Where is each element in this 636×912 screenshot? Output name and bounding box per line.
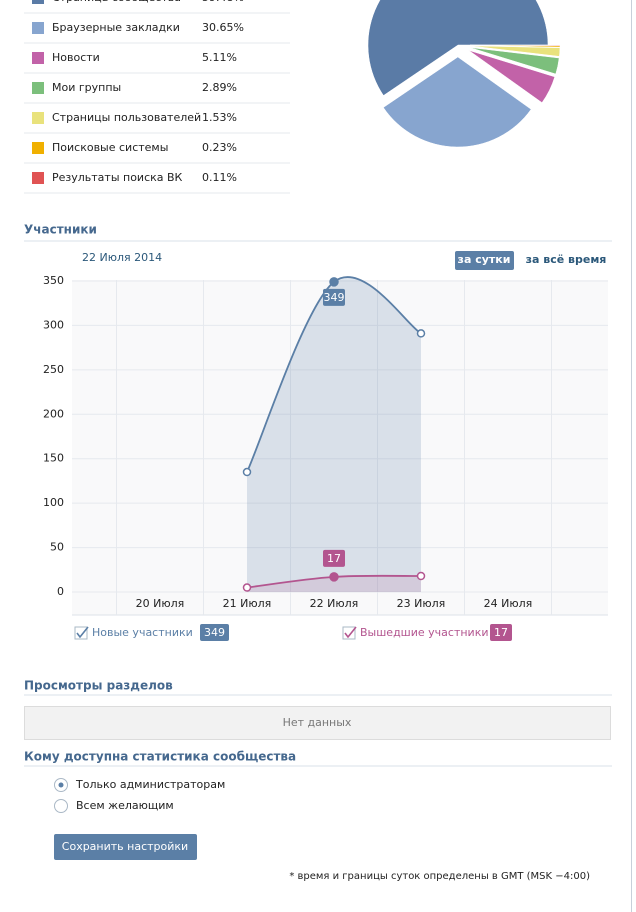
chart-date: 22 Июля 2014 bbox=[82, 251, 162, 264]
legend-value: 2.89% bbox=[202, 81, 237, 94]
data-point bbox=[242, 583, 252, 592]
pie-slice bbox=[468, 50, 556, 103]
legend-total: 349 bbox=[204, 626, 225, 639]
section-title: Кому доступна статистика сообщества bbox=[24, 750, 296, 764]
pie-slice bbox=[367, 0, 549, 96]
legend-swatch bbox=[32, 172, 44, 184]
legend-swatch bbox=[32, 22, 44, 34]
empty-text: Нет данных bbox=[283, 716, 352, 729]
value-label-box bbox=[323, 288, 345, 306]
empty-box bbox=[24, 706, 611, 740]
legend-value: 0.23% bbox=[202, 141, 237, 154]
radio[interactable] bbox=[54, 799, 68, 813]
radio-label[interactable]: Всем желающим bbox=[76, 799, 174, 812]
value-label: 349 bbox=[324, 291, 345, 304]
y-tick-label: 350 bbox=[43, 274, 64, 287]
value-label-box bbox=[323, 549, 345, 567]
legend-total-box bbox=[200, 624, 229, 641]
legend-label: Страницы пользователей bbox=[52, 111, 201, 124]
legend-value: 0.11% bbox=[202, 171, 237, 184]
legend-swatch bbox=[32, 0, 44, 4]
data-point bbox=[329, 277, 339, 287]
y-tick-label: 0 bbox=[57, 585, 64, 598]
legend-label: Поисковые системы bbox=[52, 141, 168, 154]
data-point bbox=[416, 571, 426, 581]
legend-swatch bbox=[32, 82, 44, 94]
legend-label: Браузерные закладки bbox=[52, 21, 180, 34]
plot: 0 50 100 150 200 250 300 350 20 Июля 21 Июля 22 Ию… bbox=[43, 274, 608, 641]
legend-value: 5.11% bbox=[202, 51, 237, 64]
x-tick-label: 24 Июля bbox=[484, 597, 533, 610]
legend-total: 17 bbox=[494, 626, 508, 639]
save-button[interactable] bbox=[54, 834, 197, 860]
pie-slice bbox=[383, 56, 532, 148]
legend-check bbox=[344, 626, 357, 639]
y-tick-label: 150 bbox=[43, 452, 64, 465]
footnote: * время и границы суток определены в GMT… bbox=[289, 871, 590, 882]
data-point bbox=[242, 467, 252, 477]
y-tick-label: 50 bbox=[50, 541, 64, 554]
value-label: 17 bbox=[327, 552, 341, 565]
section-title: Участники bbox=[24, 223, 97, 237]
radio-label[interactable]: Только администраторам bbox=[75, 778, 225, 791]
border bbox=[631, 0, 632, 912]
pie-slice bbox=[469, 45, 561, 57]
pie-slice bbox=[469, 44, 561, 46]
y-tick-label: 100 bbox=[43, 496, 64, 509]
legend-checkbox[interactable] bbox=[342, 626, 356, 640]
period-button[interactable]: за всё время bbox=[526, 253, 607, 266]
legend-swatch bbox=[32, 112, 44, 124]
data-point bbox=[416, 329, 426, 338]
legend-label: Результаты поиска ВК bbox=[52, 171, 183, 184]
legend-label: Новые участники bbox=[92, 626, 193, 639]
period-button[interactable]: за сутки bbox=[458, 253, 511, 266]
legend-value: 59.48% bbox=[202, 0, 244, 4]
legend-label: Страница сообщества bbox=[52, 0, 181, 4]
legend-label: Вышедшие участники bbox=[360, 626, 489, 639]
legend-check bbox=[76, 626, 89, 639]
series-area bbox=[247, 277, 421, 592]
y-tick-label: 200 bbox=[43, 407, 64, 420]
x-tick-label: 21 Июля bbox=[223, 597, 272, 610]
pie-slice bbox=[469, 47, 560, 75]
legend-checkbox[interactable] bbox=[74, 626, 88, 640]
legend-swatch bbox=[32, 52, 44, 64]
legend-label: Мои группы bbox=[52, 81, 121, 94]
section-title: Просмотры разделов bbox=[24, 679, 173, 693]
y-tick-label: 250 bbox=[43, 363, 64, 376]
y-tick-label: 300 bbox=[43, 318, 64, 331]
data-point bbox=[329, 572, 339, 582]
legend-swatch bbox=[32, 142, 44, 154]
period-button-active[interactable] bbox=[455, 251, 514, 270]
legend-value: 30.65% bbox=[202, 21, 244, 34]
series-area bbox=[247, 575, 421, 592]
legend-label: Новости bbox=[52, 51, 100, 64]
x-tick-label: 23 Июля bbox=[397, 597, 446, 610]
save-button-label[interactable]: Сохранить настройки bbox=[62, 840, 188, 853]
x-tick-label: 22 Июля bbox=[310, 597, 359, 610]
radio-dot bbox=[58, 782, 64, 788]
legend-total-box bbox=[490, 624, 512, 641]
legend-value: 1.53% bbox=[202, 111, 237, 124]
x-tick-label: 20 Июля bbox=[136, 597, 185, 610]
